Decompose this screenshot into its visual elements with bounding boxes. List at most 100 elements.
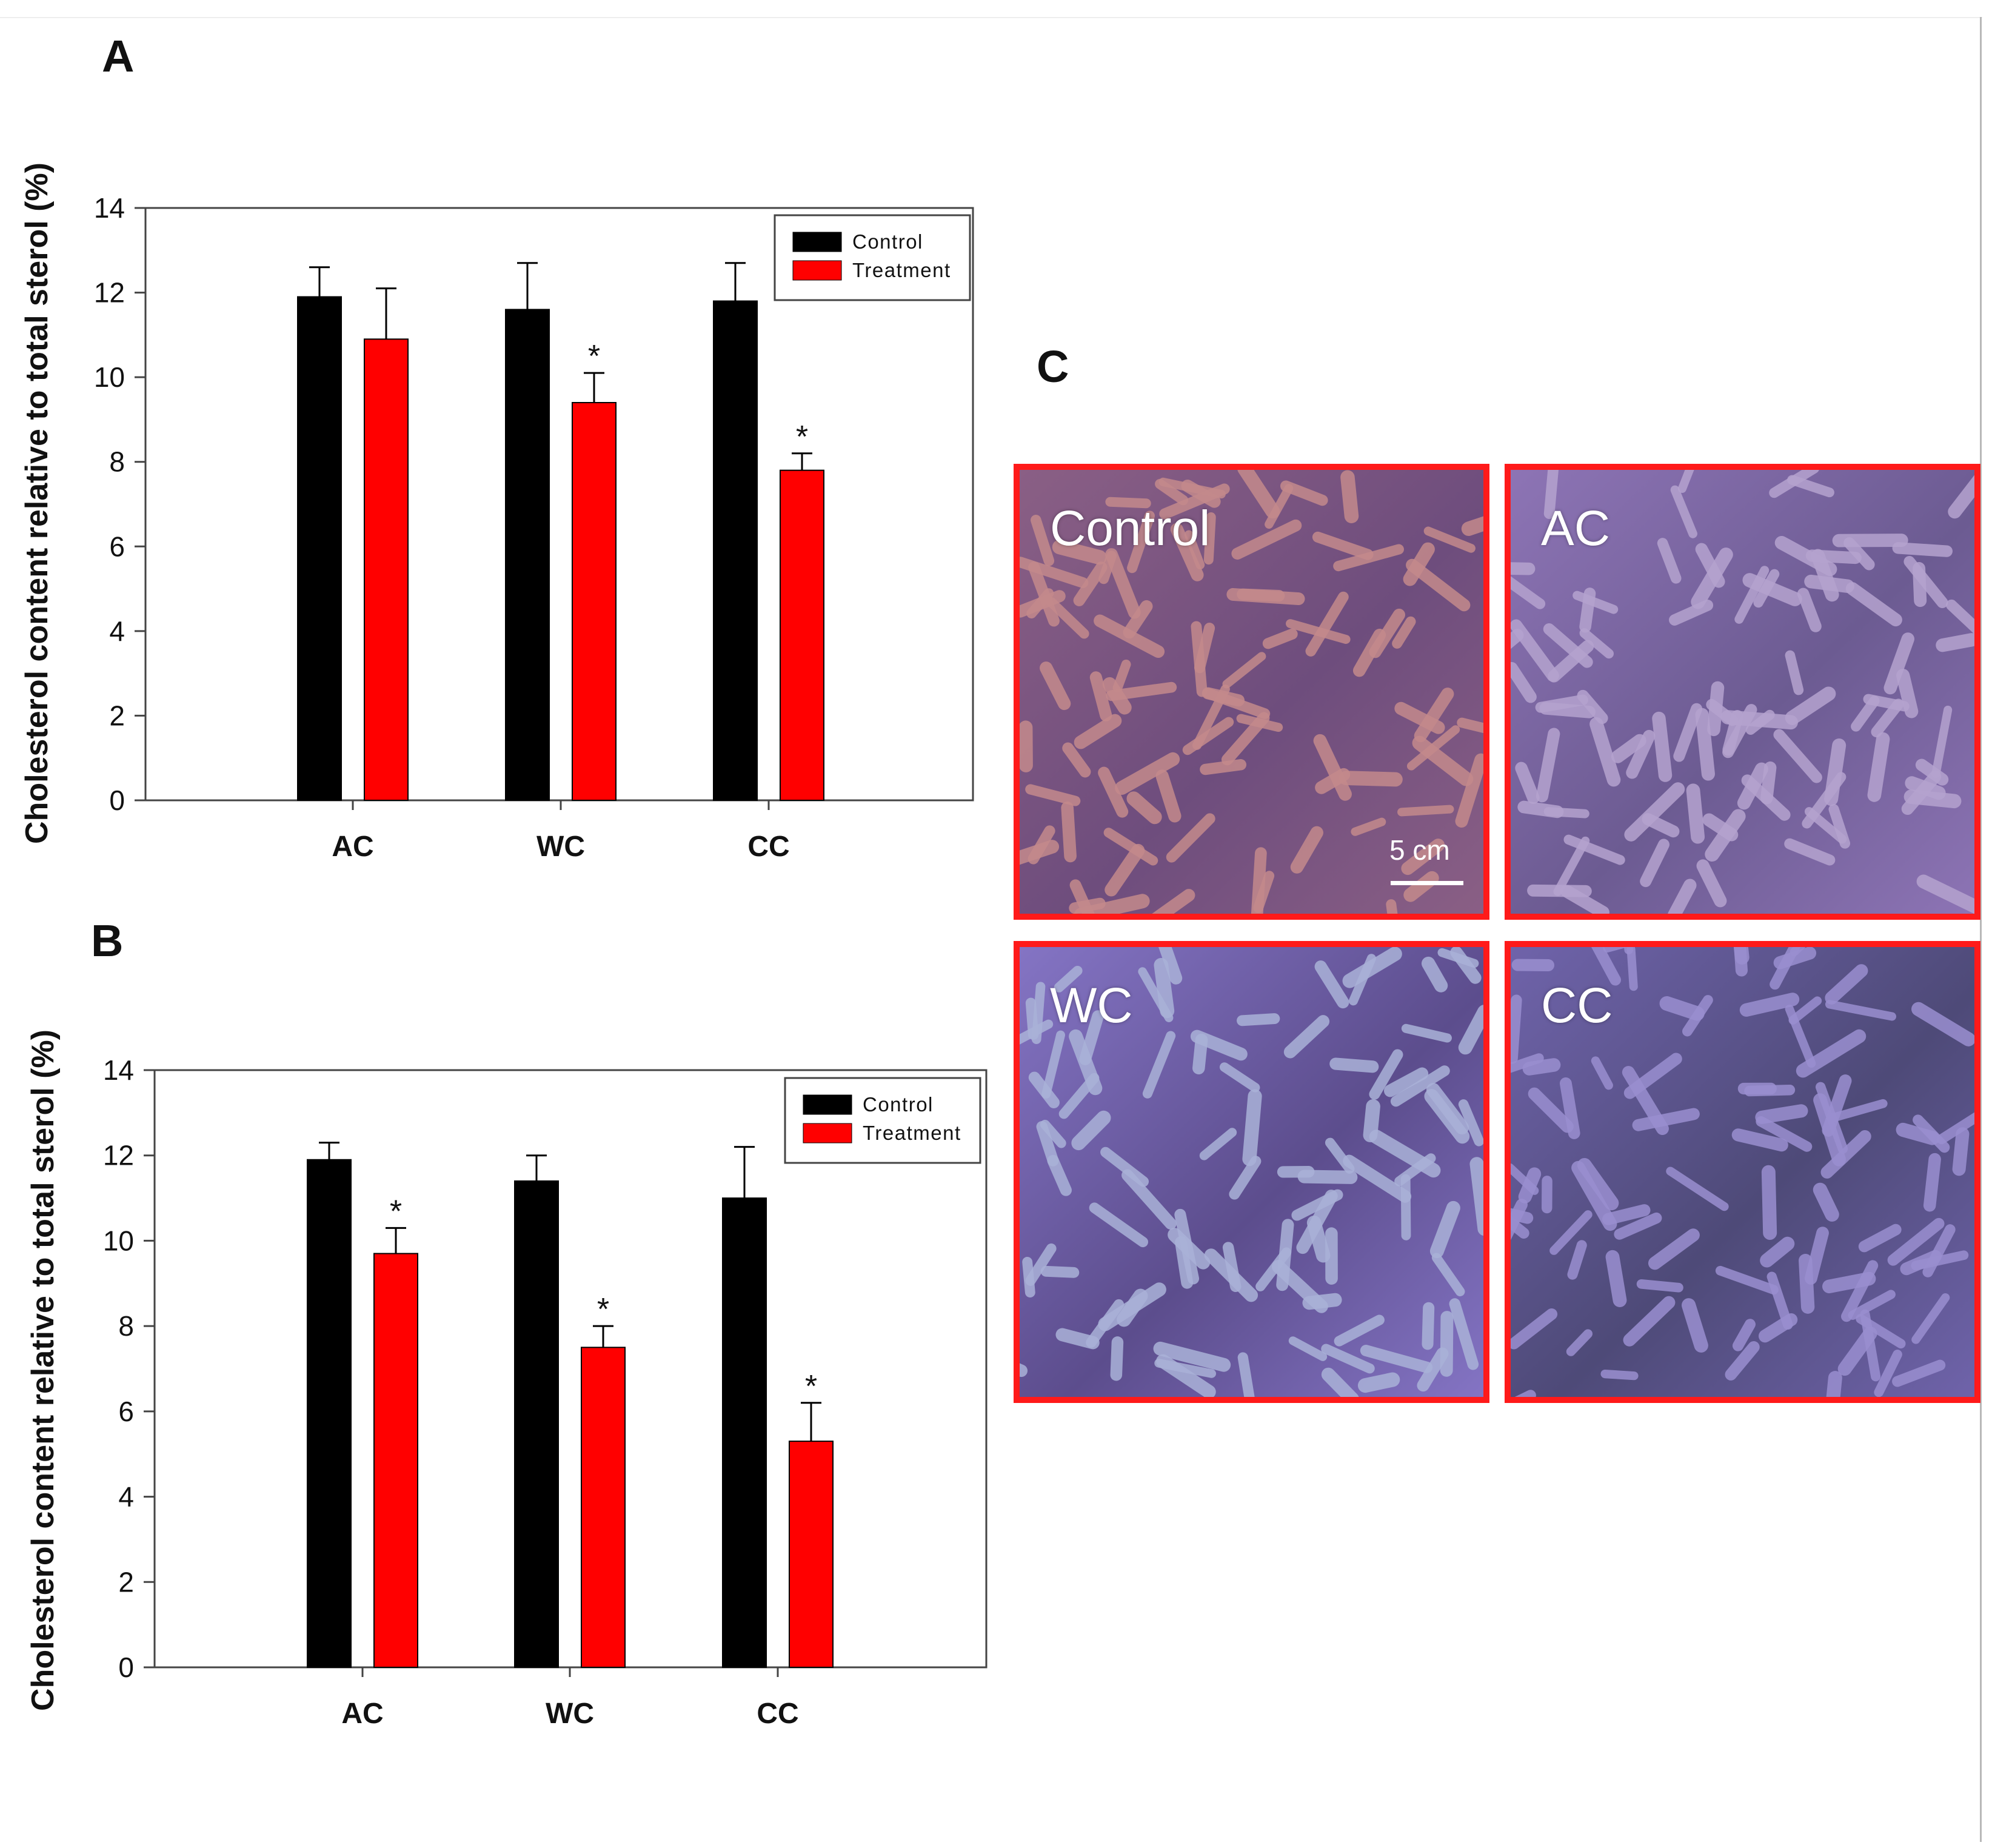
panel-c-letter: C	[1037, 341, 1069, 392]
tentacle-shape	[1946, 599, 1974, 635]
tentacle-shape	[1787, 475, 1834, 498]
tentacle-shape	[1511, 661, 1537, 703]
tentacle-shape	[1773, 947, 1817, 969]
significance-mark: *	[805, 1369, 817, 1404]
y-tick-label: 0	[109, 785, 125, 816]
tentacle-shape	[1511, 1208, 1534, 1224]
tentacle-shape	[1796, 1029, 1867, 1078]
tentacle-shape	[1753, 569, 1780, 608]
panel-a-letter: A	[102, 31, 135, 81]
tentacle-shape	[1837, 1326, 1877, 1376]
tentacle-shape	[1602, 1204, 1651, 1225]
tentacle-shape	[1536, 728, 1560, 803]
tentacle-shape	[1386, 899, 1398, 914]
y-tick-label: 6	[118, 1396, 134, 1427]
y-tick-label: 12	[94, 277, 125, 309]
tentacle-shape	[1686, 783, 1705, 844]
tentacle-shape	[1874, 1350, 1902, 1397]
tentacle-shape	[1742, 573, 1802, 606]
tentacle-shape	[1036, 1121, 1059, 1167]
legend-box	[774, 214, 971, 301]
tentacle-shape	[1098, 766, 1129, 818]
tentacle-shape	[1046, 597, 1089, 639]
bar-treatment-ac	[364, 338, 409, 801]
tentacle-shape	[1315, 768, 1351, 794]
tentacle-shape	[1856, 1314, 1906, 1349]
tentacle-shape	[1290, 826, 1323, 874]
anemone-photo-cc-image	[1511, 947, 1974, 1397]
tentacle-shape	[1192, 685, 1230, 750]
tentacle-shape	[1115, 752, 1180, 795]
tentacle-shape	[1031, 515, 1055, 566]
tentacle-shape	[1286, 619, 1351, 644]
tentacle-shape	[1573, 591, 1619, 614]
tentacle-shape	[1936, 633, 1974, 652]
tentacle-shape	[1784, 838, 1836, 866]
tentacle-shape	[1426, 1083, 1469, 1135]
tentacle-shape	[1915, 758, 1949, 786]
tentacle-shape	[1103, 828, 1158, 866]
tentacle-shape	[1458, 1005, 1483, 1055]
tentacle-shape	[1351, 817, 1386, 836]
tentacle-shape	[1121, 1169, 1177, 1230]
tentacle-shape	[1657, 538, 1682, 584]
tentacle-shape	[1511, 629, 1524, 649]
tentacle-shape	[1155, 478, 1189, 506]
tentacle-shape	[1340, 470, 1359, 523]
tentacle-shape	[1302, 1293, 1342, 1310]
tentacle-shape	[1094, 614, 1165, 658]
tentacle-shape	[1306, 1215, 1331, 1263]
tentacle-shape	[1567, 1240, 1587, 1280]
tentacle-shape	[1040, 661, 1071, 711]
tentacle-shape	[1329, 1057, 1379, 1073]
photo-label-control: Control	[1050, 501, 1211, 556]
tentacle-shape	[1334, 1314, 1385, 1347]
legend-label-treatment: Treatment	[852, 259, 951, 281]
y-tick-label: 0	[118, 1652, 134, 1683]
tentacle-shape	[1321, 1367, 1359, 1397]
tentacle-shape	[1040, 1119, 1066, 1148]
tentacle-shape	[1339, 771, 1403, 787]
photo-label-wc: WC	[1050, 978, 1133, 1033]
tentacle-shape	[1305, 591, 1349, 657]
bar-treatment-wc	[572, 402, 617, 801]
significance-mark: *	[597, 1292, 609, 1327]
tentacle-shape	[1251, 847, 1267, 914]
tentacle-shape	[1931, 705, 1953, 778]
tentacle-shape	[1511, 619, 1559, 682]
tentacle-shape	[1040, 1265, 1080, 1278]
tentacle-shape	[1105, 843, 1145, 897]
tentacle-shape	[1191, 621, 1208, 697]
significance-mark: *	[390, 1194, 402, 1229]
tentacle-shape	[1916, 874, 1974, 914]
tentacle-shape	[1952, 1127, 1970, 1176]
tentacle-shape	[1756, 1116, 1813, 1152]
tentacle-shape	[1020, 840, 1060, 865]
legend-swatch-control	[792, 232, 842, 252]
tentacle-shape	[1848, 1290, 1896, 1320]
tentacle-shape	[1605, 1250, 1627, 1307]
tentacle-shape	[1666, 1167, 1729, 1211]
tentacle-shape	[1702, 813, 1739, 842]
tentacle-shape	[1199, 1128, 1237, 1160]
tentacle-shape	[1403, 542, 1435, 586]
tentacle-shape	[1905, 776, 1946, 800]
tentacle-shape	[1069, 897, 1106, 914]
tentacle-shape	[1659, 996, 1705, 1021]
tentacle-shape	[1100, 1147, 1149, 1187]
tentacle-shape	[1422, 1302, 1435, 1350]
y-tick-label: 8	[109, 446, 125, 478]
tentacle-shape	[1429, 1200, 1460, 1259]
tentacle-shape	[1511, 994, 1522, 1064]
bar-control-ac	[307, 1159, 352, 1668]
tentacle-shape	[1025, 784, 1081, 806]
anemone-photo-ac-image	[1511, 470, 1974, 914]
tentacle-shape	[1670, 485, 1697, 538]
tentacle-shape	[1733, 947, 1750, 965]
tentacle-shape	[1074, 894, 1150, 914]
tentacle-shape	[1640, 839, 1669, 888]
legend-box	[784, 1077, 981, 1164]
tentacle-shape	[1054, 965, 1083, 993]
scale-bar-label: 5 cm	[1389, 834, 1450, 866]
